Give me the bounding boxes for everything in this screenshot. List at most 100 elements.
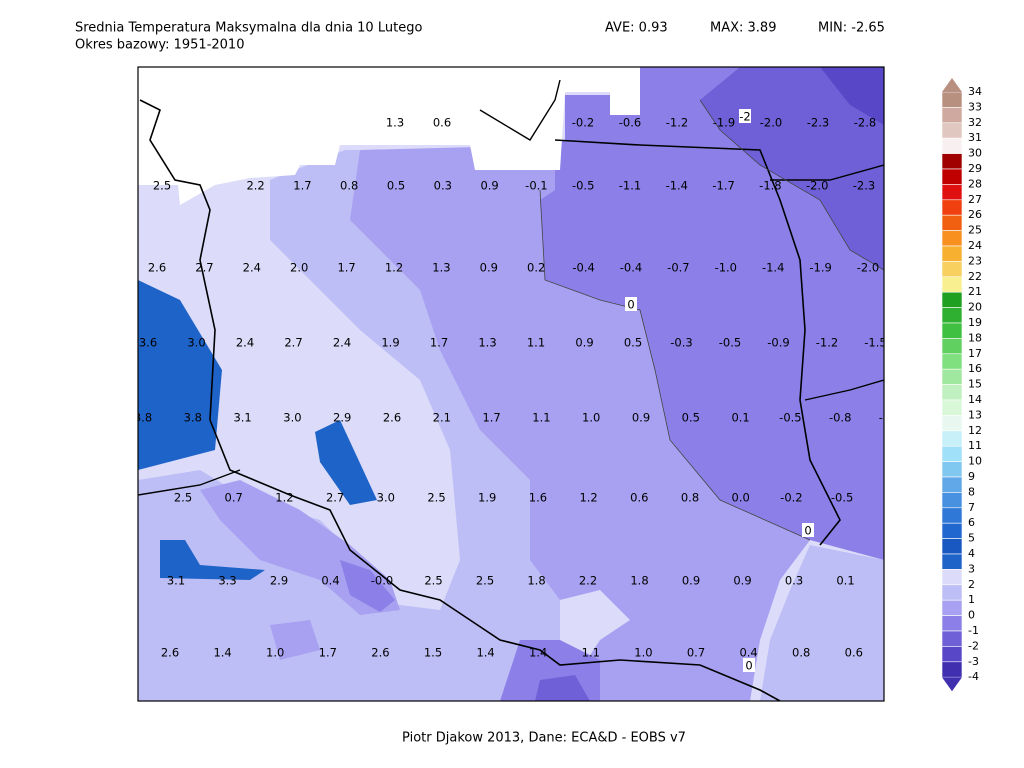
grid-value: 3.1 [167,574,185,588]
grid-value: -1.8 [759,179,781,193]
grid-value: 0.5 [624,336,642,350]
grid-value: 0.8 [340,179,358,193]
colorbar-box [941,476,963,493]
grid-value: 2.5 [427,491,445,505]
grid-value: 1.4 [476,646,494,660]
zone [535,675,590,701]
colorbar-box [941,245,963,262]
grid-value: 0.4 [321,574,339,588]
grid-value: 0.9 [682,574,700,588]
grid-value: 0.9 [480,179,498,193]
colorbar-label: 7 [968,501,975,514]
contour-label: 0 [804,524,811,538]
grid-value: 1.3 [386,116,404,130]
colorbar-label: 24 [968,239,982,252]
grid-value: 0.8 [681,491,699,505]
grid-value: 1.0 [634,646,652,660]
colorbar-label: 16 [968,362,982,375]
grid-value: 1.7 [430,336,448,350]
colorbar-label: 5 [968,532,975,545]
colorbar-label: 25 [968,224,982,237]
grid-value: -2.0 [857,261,879,275]
colorbar-box [941,584,963,601]
grid-value: 1.8 [630,574,648,588]
grid-value: 0.4 [739,646,757,660]
colorbar-box [941,461,963,478]
colorbar-label: 27 [968,193,982,206]
grid-value: 1.1 [527,336,545,350]
colorbar-box [941,199,963,216]
grid-value: 2.6 [161,646,179,660]
colorbar-label: 0 [968,609,975,622]
grid-value: 0.3 [434,179,452,193]
border [138,469,241,496]
grid-value: -0.5 [779,411,801,425]
grid-value: -2.8 [854,116,876,130]
grid-value: 1.4 [213,646,231,660]
grid-value: -1.2 [666,116,688,130]
grid-value: -0.0 [371,574,393,588]
colorbar-box [941,430,963,447]
grid-value: -1.2 [816,336,838,350]
grid-value: 1.7 [482,411,500,425]
zone [138,280,222,470]
grid-value: 1.2 [579,491,597,505]
grid-value: -2.0 [760,116,782,130]
colorbar-label: 14 [968,393,982,406]
coast [479,79,561,141]
contour-label-bg [739,109,751,123]
grid-value: 2.4 [243,261,261,275]
colorbar-arrow [942,677,962,692]
grid-value: -2.3 [853,179,875,193]
colorbar-label: 10 [968,455,982,468]
colorbar-label: 19 [968,316,982,329]
colorbar-label: 22 [968,270,982,283]
grid-value: 0.7 [225,491,243,505]
colorbar-box [941,214,963,231]
colorbar-box [941,646,963,663]
grid-value: 1.0 [582,411,600,425]
colorbar-label: 13 [968,408,982,421]
grid-value: 2.6 [371,646,389,660]
grid-value: 3.6 [139,336,157,350]
grid-value: 1.3 [478,336,496,350]
colorbar-label: 15 [968,378,982,391]
grid-value: -0.4 [620,261,642,275]
grid-value: 3.8 [134,411,152,425]
grid-value: -1.0 [879,411,901,425]
border [554,139,841,546]
colorbar-label: 4 [968,547,975,560]
colorbar-box [941,353,963,370]
grid-value: 0.9 [480,261,498,275]
grid-value: 2.9 [333,411,351,425]
colorbar-box [941,137,963,154]
grid-value: 1.7 [293,179,311,193]
grid-value: -0.9 [767,336,789,350]
zone [270,620,320,660]
colorbar-box [941,368,963,385]
grid-value: -0.5 [831,491,853,505]
colorbar-label: 6 [968,516,975,529]
grid-value: -0.2 [572,116,594,130]
colorbar-box [941,153,963,170]
colorbar-box [941,322,963,339]
grid-value: -1.4 [666,179,688,193]
grid-value: -1.1 [619,179,641,193]
colorbar-label: 26 [968,208,982,221]
grid-value: 2.2 [246,179,264,193]
grid-value: 0.5 [682,411,700,425]
colorbar-box [941,553,963,570]
colorbar-box [941,384,963,401]
zone [820,67,884,125]
colorbar-box [941,338,963,355]
grid-value: 1.1 [532,411,550,425]
colorbar-box [941,184,963,201]
colorbar-label: 30 [968,147,982,160]
colorbar-box [941,261,963,278]
zone [350,145,810,701]
colorbar-label: 29 [968,162,982,175]
contour-label: -2 [739,110,750,124]
zone [340,560,395,612]
grid-value: 0.9 [575,336,593,350]
